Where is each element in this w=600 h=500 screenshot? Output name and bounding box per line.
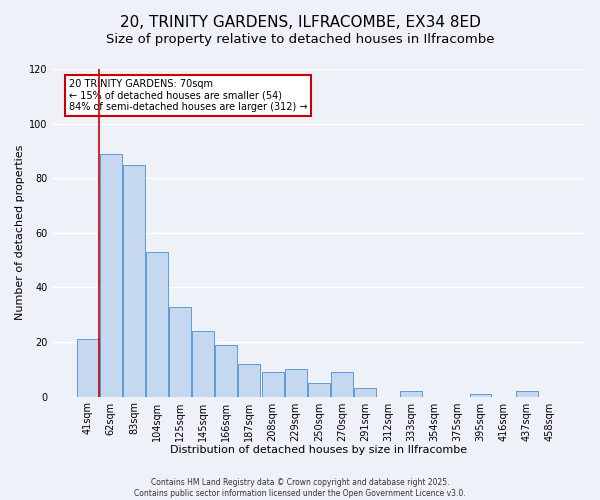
Bar [77, 340, 98, 396]
Bar [100, 154, 122, 396]
Bar [123, 164, 145, 396]
X-axis label: Distribution of detached houses by size in Ilfracombe: Distribution of detached houses by size … [170, 445, 467, 455]
Text: Contains HM Land Registry data © Crown copyright and database right 2025.
Contai: Contains HM Land Registry data © Crown c… [134, 478, 466, 498]
Bar [331, 372, 353, 396]
Text: 20, TRINITY GARDENS, ILFRACOMBE, EX34 8ED: 20, TRINITY GARDENS, ILFRACOMBE, EX34 8E… [119, 15, 481, 30]
Bar [470, 394, 491, 396]
Bar [169, 306, 191, 396]
Bar [215, 344, 238, 397]
Bar [354, 388, 376, 396]
Text: Size of property relative to detached houses in Ilfracombe: Size of property relative to detached ho… [106, 32, 494, 46]
Bar [192, 331, 214, 396]
Bar [516, 391, 538, 396]
Bar [262, 372, 284, 396]
Bar [284, 370, 307, 396]
Bar [146, 252, 168, 396]
Bar [308, 383, 330, 396]
Bar [238, 364, 260, 396]
Bar [400, 391, 422, 396]
Text: 20 TRINITY GARDENS: 70sqm
← 15% of detached houses are smaller (54)
84% of semi-: 20 TRINITY GARDENS: 70sqm ← 15% of detac… [68, 79, 307, 112]
Y-axis label: Number of detached properties: Number of detached properties [15, 145, 25, 320]
